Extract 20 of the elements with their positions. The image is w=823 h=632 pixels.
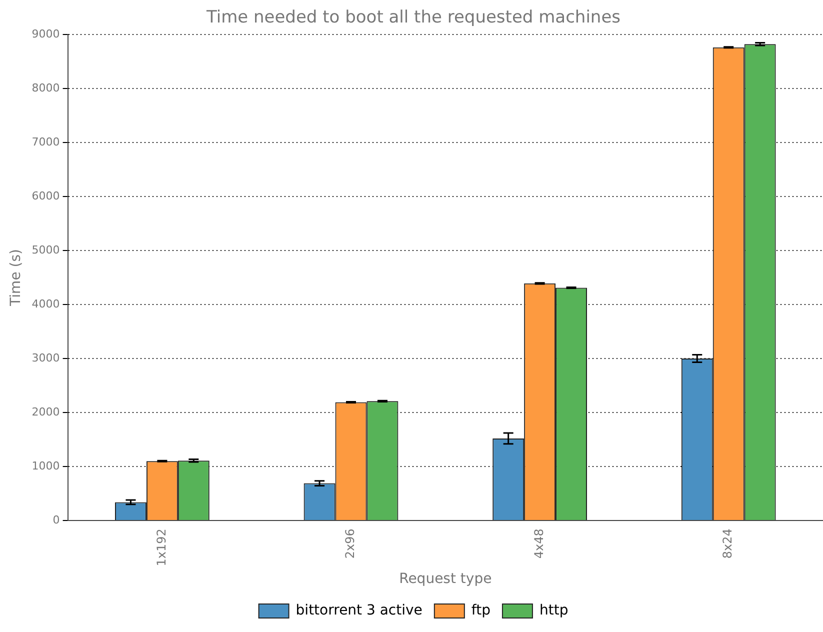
y-tick-label: 6000 [32, 189, 60, 202]
legend-label: http [539, 602, 568, 619]
x-tick-label: 1x192 [154, 528, 168, 566]
y-tick-label: 5000 [32, 243, 60, 256]
x-tick-label: 8x24 [720, 528, 735, 559]
y-tick-label: 1000 [32, 459, 60, 472]
y-tick-label: 7000 [32, 135, 60, 148]
y-tick-label: 9000 [32, 27, 60, 40]
x-tick-label: 4x48 [532, 528, 546, 559]
legend-label: ftp [471, 602, 491, 619]
chart-title: Time needed to boot all the requested machines [205, 8, 621, 28]
y-tick-label: 4000 [32, 297, 60, 310]
y-axis-title: Time (s) [8, 249, 24, 307]
y-tick-label: 0 [52, 513, 60, 526]
y-tick-label: 3000 [32, 351, 60, 364]
x-axis-title: Request type [399, 571, 492, 588]
x-tick-label: 2x96 [343, 528, 358, 559]
y-tick-label: 2000 [32, 405, 60, 418]
legend-label: bittorrent 3 active [296, 602, 422, 619]
y-tick-label: 8000 [32, 81, 60, 94]
